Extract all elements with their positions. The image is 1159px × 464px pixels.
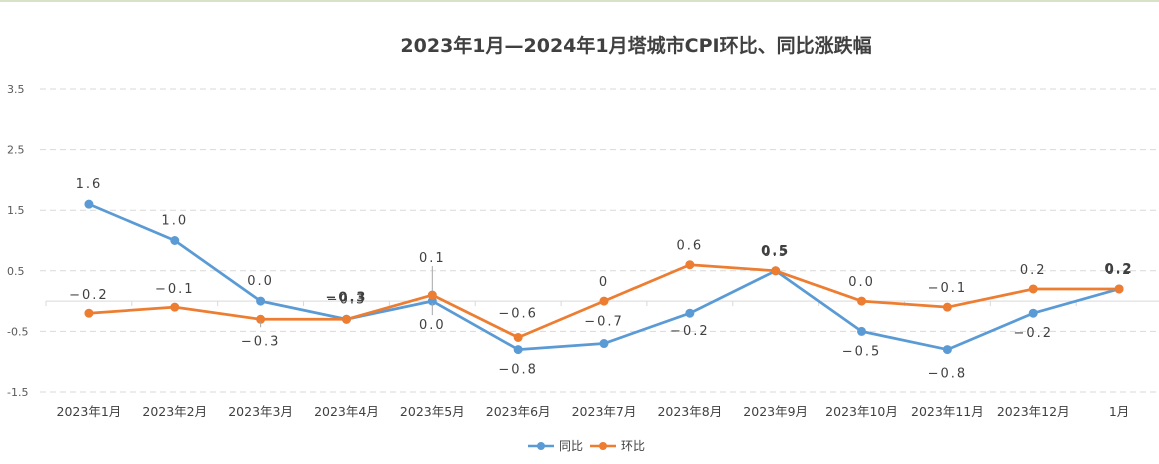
data-label: 0 <box>599 275 609 290</box>
data-label: 0.5 <box>762 245 789 260</box>
data-point[interactable] <box>599 296 609 306</box>
y-tick-label: -1.5 <box>7 386 28 399</box>
data-label: −0.5 <box>842 344 882 359</box>
data-point[interactable] <box>771 266 781 276</box>
data-label: 0.1 <box>419 251 446 266</box>
data-label: −0.1 <box>155 282 195 297</box>
data-label: −0.1 <box>928 281 968 296</box>
data-point[interactable] <box>170 236 180 245</box>
x-tick-label: 2023年11月 <box>911 404 984 419</box>
data-point[interactable] <box>513 345 523 355</box>
y-tick-label: -0.5 <box>7 325 28 338</box>
x-tick-label: 2023年2月 <box>142 404 207 419</box>
data-label: 0.2 <box>1105 262 1134 277</box>
data-label: −0.3 <box>241 334 281 349</box>
data-label: −0.2 <box>1013 326 1053 341</box>
data-label: −0.2 <box>670 324 710 339</box>
data-point[interactable] <box>256 296 266 306</box>
data-point[interactable] <box>513 332 523 342</box>
chart-title: 2023年1月—2024年1月塔城市CPI环比、同比涨跌幅 <box>400 34 871 57</box>
data-label: −0.2 <box>69 288 109 303</box>
x-tick-label: 2023年5月 <box>400 404 465 419</box>
data-label: −0.8 <box>498 363 538 378</box>
data-label: 0.2 <box>1020 263 1047 278</box>
data-labels: 1.6 1.0 0.0 −0.3 0.0 −0.8 −0.7 −0.2 0.5 −0.5 −0.8 −… <box>69 177 1134 382</box>
data-label: −0.3 <box>327 292 367 307</box>
data-point[interactable] <box>1114 284 1124 294</box>
x-tick-label: 2023年3月 <box>228 404 293 419</box>
x-tick-label: 2023年6月 <box>486 404 551 419</box>
data-label: 0.6 <box>677 239 704 254</box>
x-tick-label: 2023年12月 <box>997 404 1070 419</box>
data-label: 1.0 <box>161 214 188 229</box>
legend-swatch-marker <box>537 442 545 450</box>
data-point[interactable] <box>685 260 695 270</box>
data-point[interactable] <box>1028 284 1038 294</box>
data-label: 1.6 <box>76 177 103 192</box>
x-tick-label: 2023年8月 <box>657 404 722 419</box>
x-tick-label: 2023年4月 <box>314 404 379 419</box>
data-point[interactable] <box>341 314 351 324</box>
data-point[interactable] <box>942 345 952 355</box>
x-axis-ticks: 2023年1月 2023年2月 2023年3月 2023年4月 2023年5月 2023年… <box>57 404 1130 419</box>
y-tick-label: 1.5 <box>7 204 25 217</box>
y-axis-ticks: 3.5 2.5 1.5 0.5 -0.5 -1.5 <box>7 83 28 399</box>
legend: 同比 环比 <box>528 439 645 453</box>
data-point[interactable] <box>857 296 867 306</box>
y-tick-label: 3.5 <box>7 83 25 96</box>
legend-label: 环比 <box>621 439 645 453</box>
data-label: 0.0 <box>247 274 274 289</box>
x-tick-label: 2023年1月 <box>57 404 122 419</box>
legend-item-1[interactable]: 环比 <box>590 439 645 453</box>
x-tick-label: 2023年10月 <box>825 404 898 419</box>
data-point[interactable] <box>857 326 867 336</box>
series-lines <box>84 199 1124 355</box>
data-label: 0.2 <box>1106 263 1133 278</box>
legend-item-0[interactable]: 同比 <box>528 439 583 453</box>
x-tick-label: 2023年7月 <box>572 404 637 419</box>
data-label: 0.0 <box>848 275 875 290</box>
data-point[interactable] <box>170 302 180 312</box>
data-point[interactable] <box>685 308 695 318</box>
legend-swatch-marker <box>599 442 607 450</box>
data-label: 0.5 <box>761 244 790 259</box>
legend-label: 同比 <box>559 439 583 453</box>
data-label: 0.0 <box>419 318 446 333</box>
x-tick-label: 1月 <box>1109 404 1129 419</box>
data-label: −0.6 <box>498 306 538 321</box>
data-point[interactable] <box>84 308 94 318</box>
y-tick-label: 0.5 <box>7 265 25 278</box>
y-tick-label: 2.5 <box>7 144 25 157</box>
x-tick-label: 2023年9月 <box>743 404 808 419</box>
data-label: −0.8 <box>928 367 968 382</box>
data-label: −0.3 <box>326 290 368 305</box>
data-point[interactable] <box>427 290 437 300</box>
data-point[interactable] <box>1028 308 1038 318</box>
gridlines <box>40 88 1159 393</box>
data-point[interactable] <box>84 199 94 209</box>
data-point[interactable] <box>942 302 952 312</box>
data-point[interactable] <box>599 339 609 349</box>
data-label: −0.7 <box>584 315 624 330</box>
